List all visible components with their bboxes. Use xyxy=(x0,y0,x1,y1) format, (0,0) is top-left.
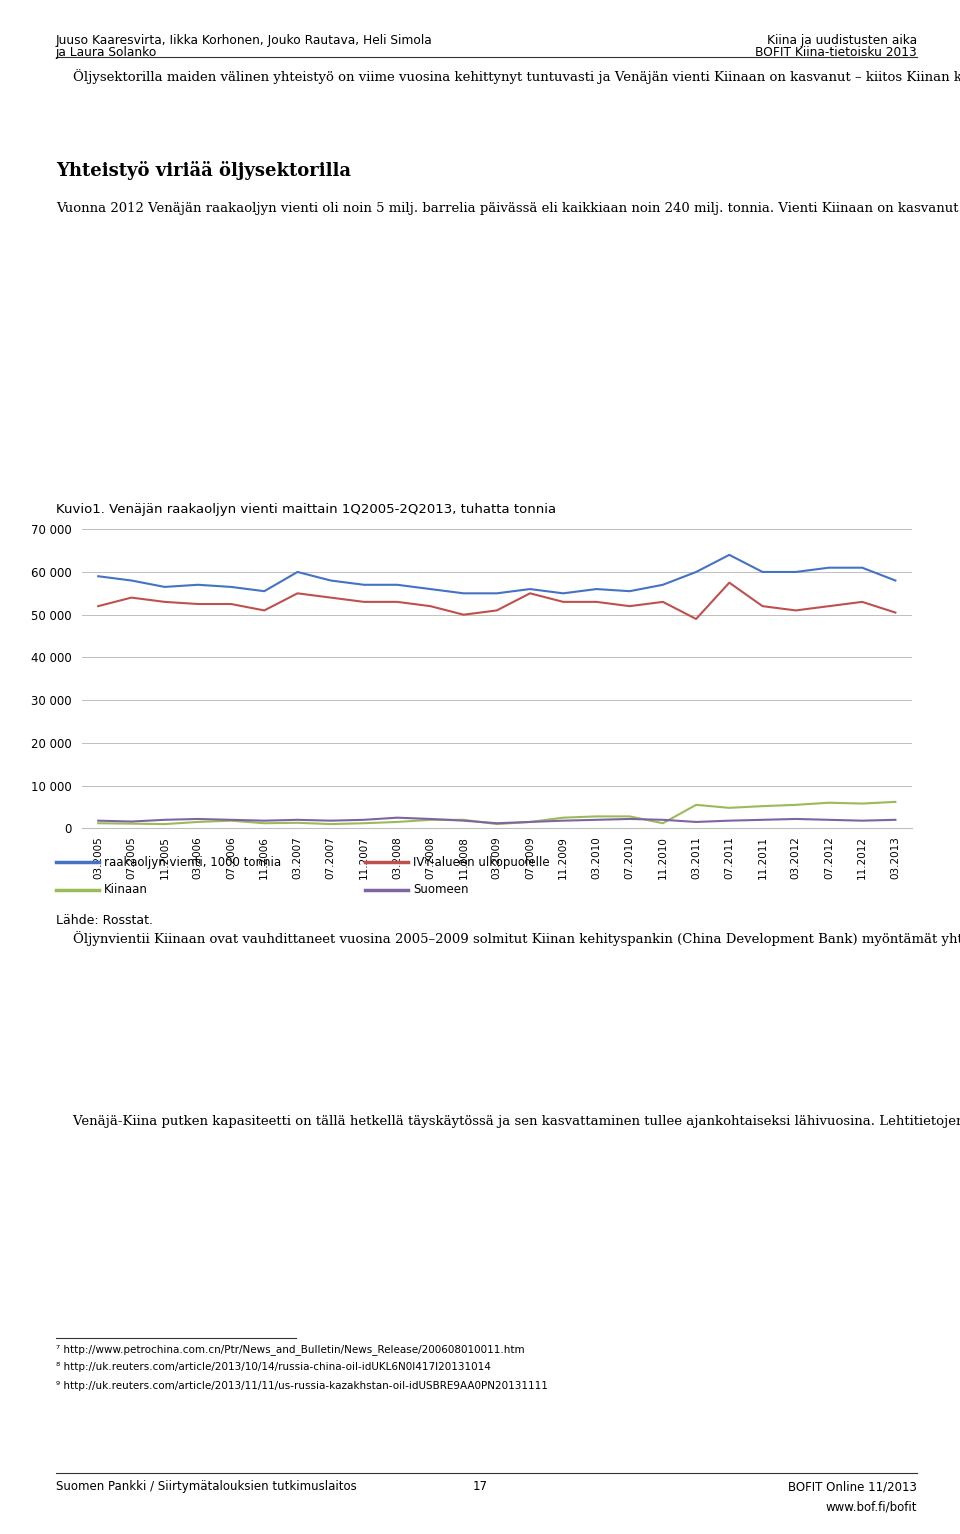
Text: Vuonna 2012 Venäjän raakaoljyn vienti oli noin 5 milj. barrelia päivässä eli kai: Vuonna 2012 Venäjän raakaoljyn vienti ol… xyxy=(56,202,960,215)
Text: BOFIT Kiina-tietoisku 2013: BOFIT Kiina-tietoisku 2013 xyxy=(756,46,917,58)
Text: Kiina ja uudistusten aika: Kiina ja uudistusten aika xyxy=(767,34,917,46)
Text: Suomen Pankki / Siirtymätalouksien tutkimuslaitos: Suomen Pankki / Siirtymätalouksien tutki… xyxy=(56,1480,356,1493)
Text: ja Laura Solanko: ja Laura Solanko xyxy=(56,46,157,58)
Text: ⁷ http://www.petrochina.com.cn/Ptr/News_and_Bulletin/News_Release/200608010011.h: ⁷ http://www.petrochina.com.cn/Ptr/News_… xyxy=(56,1344,524,1355)
Text: raakaoljyn vienti, 1000 tonnia: raakaoljyn vienti, 1000 tonnia xyxy=(104,856,281,868)
Text: Kuvio1. Venäjän raakaoljyn vienti maittain 1Q2005-2Q2013, tuhatta tonnia: Kuvio1. Venäjän raakaoljyn vienti maitta… xyxy=(56,503,556,515)
Text: Öljysektorilla maiden välinen yhteistyö on viime vuosina kehittynyt tuntuvasti j: Öljysektorilla maiden välinen yhteistyö … xyxy=(56,69,960,84)
Text: 17: 17 xyxy=(472,1480,488,1493)
Text: Lähde: Rosstat.: Lähde: Rosstat. xyxy=(56,914,153,927)
Text: Yhteistyö viriää öljysektorilla: Yhteistyö viriää öljysektorilla xyxy=(56,161,350,179)
Text: Suomeen: Suomeen xyxy=(413,884,468,896)
Text: Kiinaan: Kiinaan xyxy=(104,884,148,896)
Text: ⁸ http://uk.reuters.com/article/2013/10/14/russia-china-oil-idUKL6N0I417I2013101: ⁸ http://uk.reuters.com/article/2013/10/… xyxy=(56,1362,491,1373)
Text: Öljynvientii Kiinaan ovat vauhdittaneet vuosina 2005–2009 solmitut Kiinan kehity: Öljynvientii Kiinaan ovat vauhdittaneet … xyxy=(56,931,960,946)
Text: Venäjä-Kiina putken kapasiteetti on tällä hetkellä täyskäytössä ja sen kasvattam: Venäjä-Kiina putken kapasiteetti on täll… xyxy=(56,1115,960,1127)
Text: ⁹ http://uk.reuters.com/article/2013/11/11/us-russia-kazakhstan-oil-idUSBRE9AA0P: ⁹ http://uk.reuters.com/article/2013/11/… xyxy=(56,1381,547,1391)
Text: IVY-alueen ulkopuolelle: IVY-alueen ulkopuolelle xyxy=(413,856,549,868)
Text: www.bof.fi/bofit: www.bof.fi/bofit xyxy=(826,1500,917,1513)
Text: BOFIT Online 11/2013: BOFIT Online 11/2013 xyxy=(788,1480,917,1493)
Text: Juuso Kaaresvirta, Iikka Korhonen, Jouko Rautava, Heli Simola: Juuso Kaaresvirta, Iikka Korhonen, Jouko… xyxy=(56,34,432,46)
